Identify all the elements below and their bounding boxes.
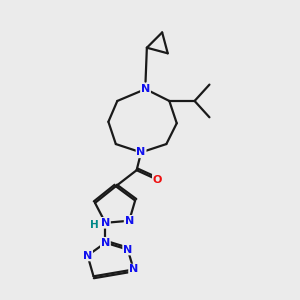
Text: N: N (136, 147, 146, 158)
Text: N: N (101, 218, 110, 228)
Text: N: N (101, 238, 110, 248)
Text: N: N (141, 84, 150, 94)
Text: N: N (124, 216, 134, 226)
Text: H: H (90, 220, 98, 230)
Text: N: N (129, 265, 138, 275)
Text: N: N (123, 244, 132, 255)
Text: O: O (153, 175, 162, 185)
Text: N: N (83, 250, 92, 260)
